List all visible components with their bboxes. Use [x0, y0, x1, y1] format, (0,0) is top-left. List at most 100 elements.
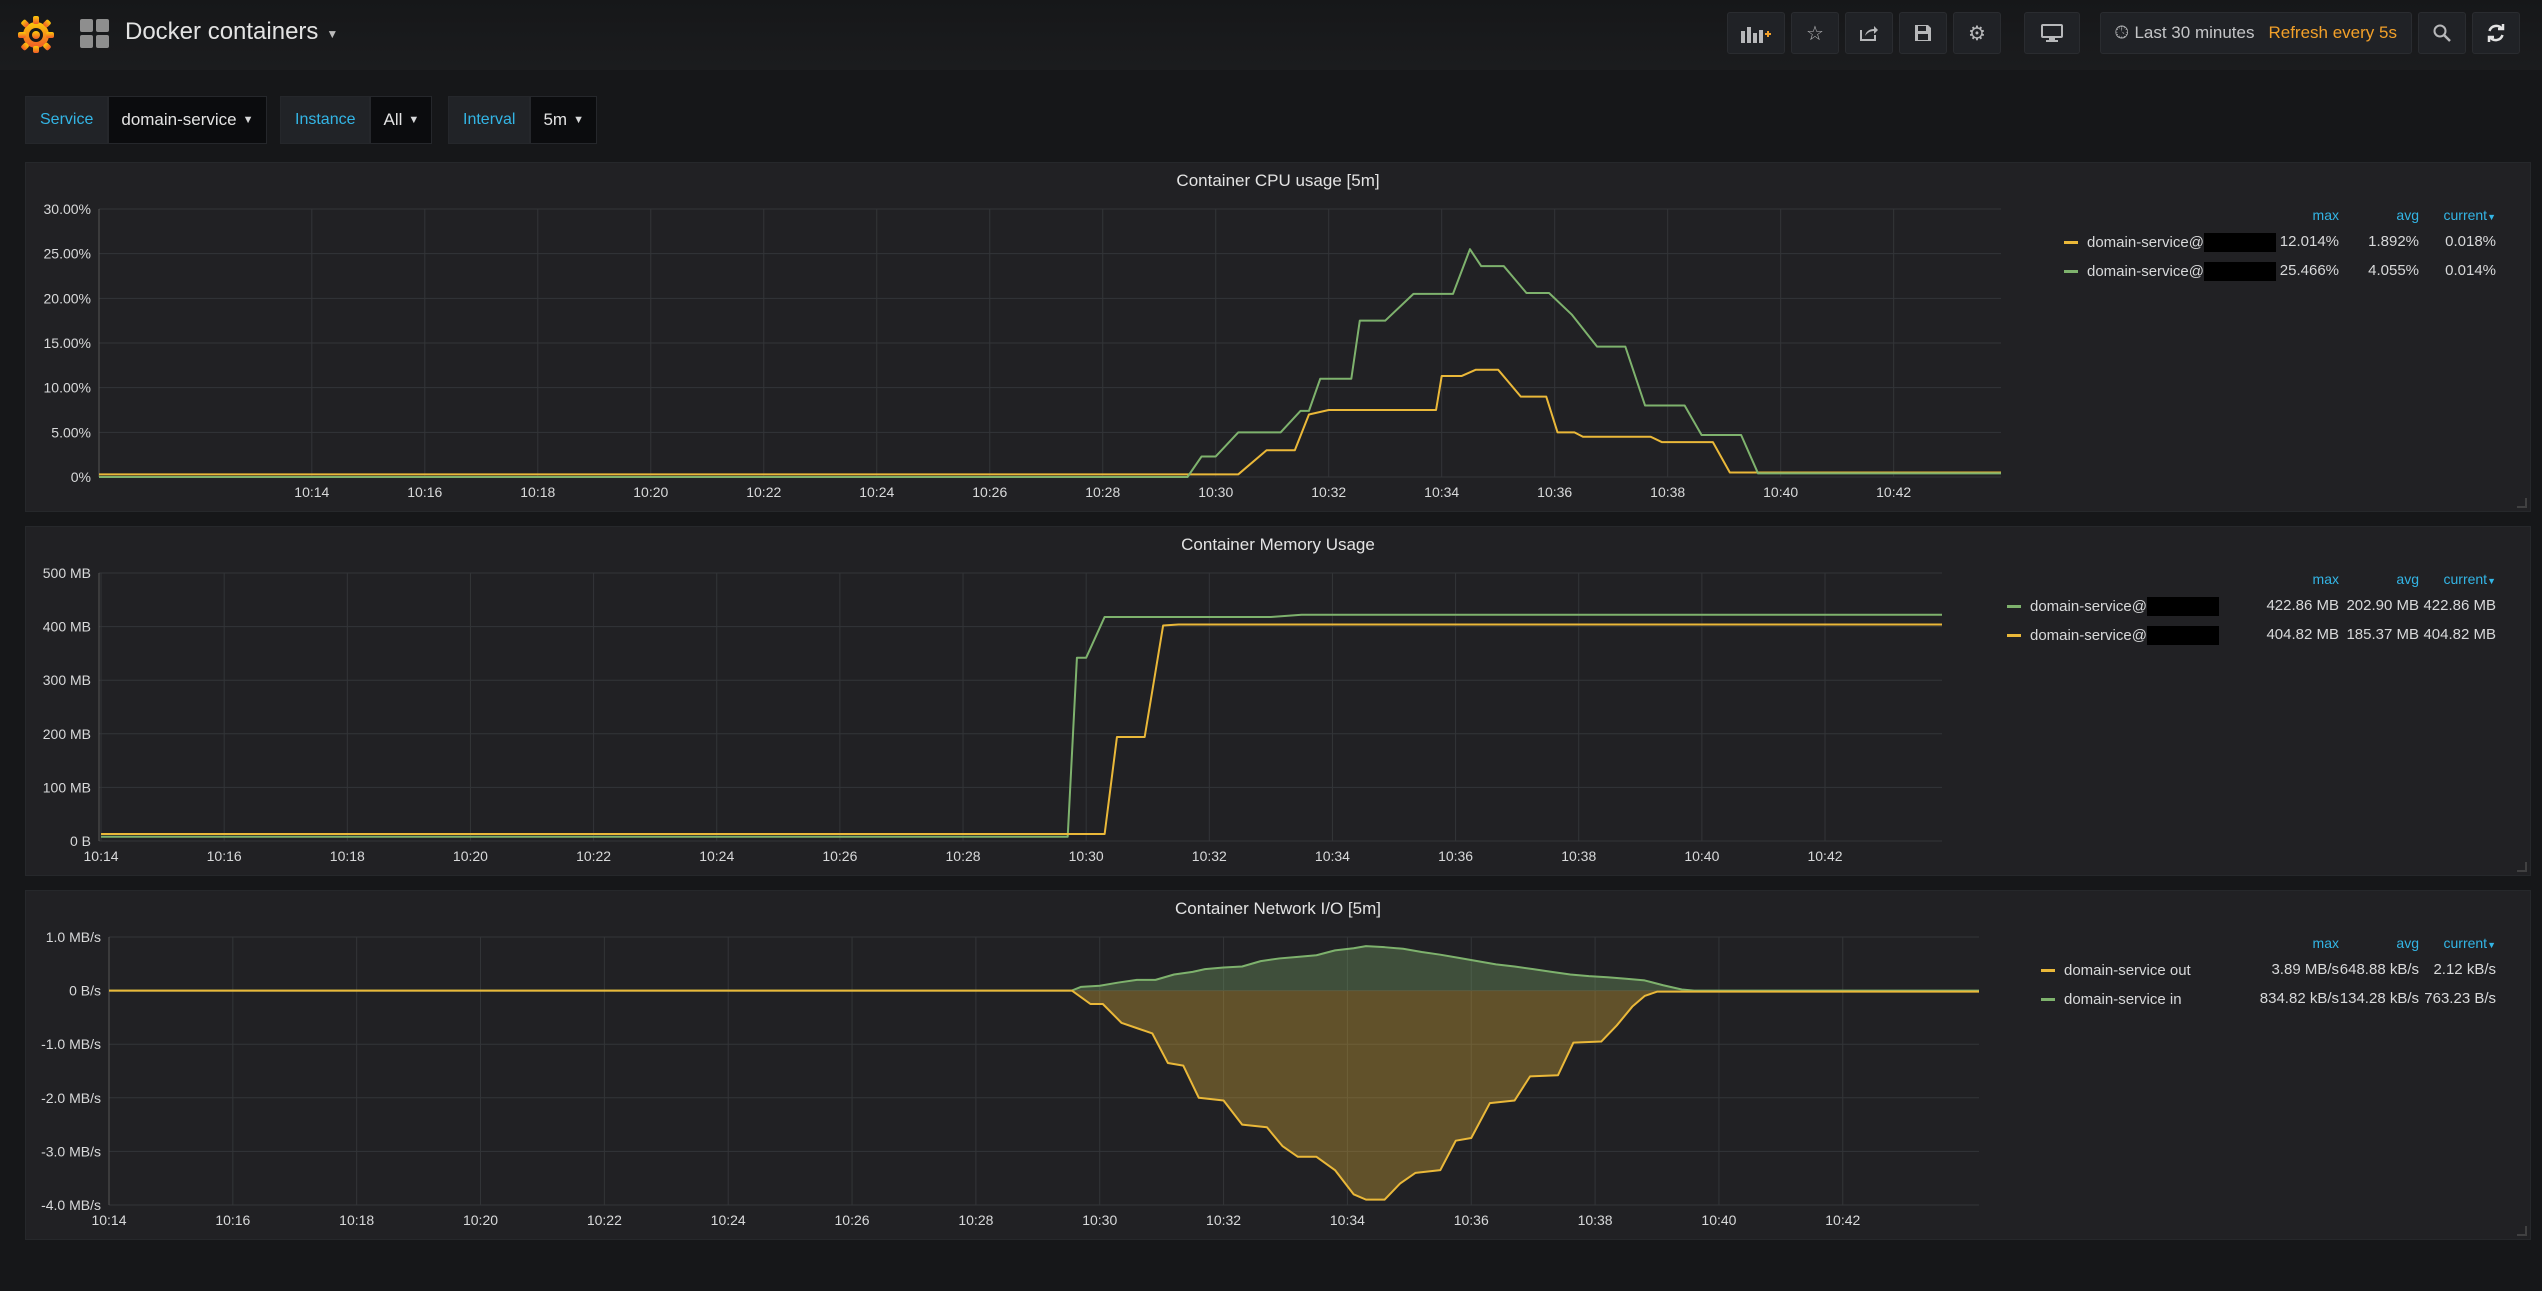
legend-value-max: 422.86 MB	[2266, 597, 2339, 614]
network-io-chart: -4.0 MB/s -3.0 MB/s -2.0 MB/s -1.0 MB/s 0 B/…	[41, 929, 1979, 1228]
x-tick-label: 10:30	[1069, 848, 1104, 864]
series-line[interactable]	[101, 623, 1942, 836]
x-tick-label: 10:38	[1578, 1212, 1613, 1228]
legend-header-avg[interactable]: avg	[2396, 571, 2419, 587]
x-tick-label: 10:40	[1684, 848, 1719, 864]
save-button[interactable]	[1899, 12, 1947, 54]
legend-value-avg: 4.055%	[2368, 262, 2419, 279]
share-button[interactable]	[1845, 12, 1893, 54]
redacted-block	[2203, 261, 2276, 281]
variable-instance-value: All	[383, 110, 403, 129]
series-line[interactable]	[101, 613, 1942, 838]
x-tick-label: 10:26	[972, 484, 1007, 500]
legend-series-name: domain-service@	[2087, 262, 2204, 280]
y-tick-label: -2.0 MB/s	[41, 1090, 101, 1106]
legend-series-name: domain-service out	[2064, 961, 2191, 979]
legend-item[interactable]: domain-service in	[2041, 986, 2182, 1012]
chart-legend: max avg current▼ domain-service@ 12.014%…	[2026, 207, 2526, 287]
x-tick-label: 10:14	[294, 484, 329, 500]
x-tick-label: 10:42	[1807, 848, 1842, 864]
legend-header-max[interactable]: max	[2312, 935, 2339, 951]
x-tick-label: 10:16	[215, 1212, 250, 1228]
x-tick-label: 10:32	[1206, 1212, 1241, 1228]
x-tick-label: 10:34	[1330, 1212, 1365, 1228]
refresh-button[interactable]	[2472, 12, 2520, 54]
panel-title[interactable]: Container Memory Usage	[1181, 535, 1375, 554]
y-tick-label: 30.00%	[44, 201, 91, 217]
clock-icon: 🕓︎	[2115, 23, 2129, 42]
x-tick-label: 10:30	[1082, 1212, 1117, 1228]
x-tick-label: 10:42	[1876, 484, 1911, 500]
legend-header-current[interactable]: current▼	[2444, 207, 2497, 223]
redacted-block	[2203, 232, 2276, 252]
panel-title[interactable]: Container Network I/O [5m]	[1175, 899, 1381, 918]
star-button[interactable]: ☆	[1791, 12, 1839, 54]
x-tick-label: 10:42	[1825, 1212, 1860, 1228]
legend-header-max[interactable]: max	[2312, 571, 2339, 587]
panel-resize-handle[interactable]	[2517, 862, 2527, 872]
y-tick-label: 400 MB	[43, 619, 91, 635]
memory-usage-panel: Container Memory Usage 0 B 100 MB 200 MB 30…	[25, 526, 2531, 876]
variable-instance-label: Instance	[280, 96, 371, 144]
time-range-picker[interactable]: 🕓︎ Last 30 minutes Refresh every 5s	[2100, 12, 2412, 54]
caret-down-icon: ▼	[573, 114, 584, 126]
legend-value-max: 12.014%	[2279, 233, 2339, 250]
variable-interval-select[interactable]: 5m ▼	[530, 96, 597, 144]
x-tick-label: 10:32	[1192, 848, 1227, 864]
legend-item[interactable]: domain-service@	[2064, 229, 2276, 255]
series-line[interactable]	[109, 989, 1979, 1201]
legend-value-avg: 202.90 MB	[2346, 597, 2419, 614]
refresh-icon	[2487, 24, 2505, 42]
x-tick-label: 10:28	[958, 1212, 993, 1228]
legend-item[interactable]: domain-service@	[2007, 622, 2219, 648]
zoom-out-button[interactable]	[2418, 12, 2466, 54]
variable-service-select[interactable]: domain-service ▼	[108, 96, 267, 144]
legend-value-current: 2.12 kB/s	[2433, 961, 2496, 978]
x-tick-label: 10:40	[1763, 484, 1798, 500]
caret-down-icon: ▼	[408, 114, 420, 126]
legend-value-current: 763.23 B/s	[2424, 990, 2496, 1007]
series-line[interactable]	[99, 248, 2001, 478]
x-tick-label: 10:34	[1424, 484, 1459, 500]
variable-instance: Instance All ▼	[280, 96, 433, 144]
x-tick-label: 10:36	[1438, 848, 1473, 864]
series-line[interactable]	[99, 368, 2001, 476]
series-line[interactable]	[109, 945, 1979, 992]
legend-item[interactable]: domain-service@	[2064, 258, 2276, 284]
y-tick-label: -1.0 MB/s	[41, 1036, 101, 1052]
y-tick-label: 15.00%	[44, 335, 91, 351]
settings-button[interactable]: ⚙	[1953, 12, 2001, 54]
legend-header-avg[interactable]: avg	[2396, 207, 2419, 223]
y-tick-label: 1.0 MB/s	[46, 929, 101, 945]
monitor-icon	[2041, 24, 2063, 42]
panel-resize-handle[interactable]	[2517, 498, 2527, 508]
view-mode-button[interactable]	[2024, 12, 2080, 54]
panel-title[interactable]: Container CPU usage [5m]	[1176, 171, 1380, 190]
x-tick-label: 10:24	[699, 848, 734, 864]
panel-resize-handle[interactable]	[2517, 1226, 2527, 1236]
legend-header-current-label: current	[2443, 207, 2488, 223]
legend-value-current: 422.86 MB	[2423, 597, 2496, 614]
legend-header-avg[interactable]: avg	[2396, 935, 2419, 951]
legend-item[interactable]: domain-service out	[2041, 957, 2191, 983]
grafana-logo-icon[interactable]	[16, 14, 56, 54]
legend-item[interactable]: domain-service@	[2007, 593, 2219, 619]
network-io-panel: Container Network I/O [5m] -4.0 MB/s -3.0…	[25, 890, 2531, 1240]
dashboard-title-dropdown[interactable]: Docker containers ▼	[125, 18, 338, 46]
variable-instance-select[interactable]: All ▼	[370, 96, 433, 144]
x-tick-label: 10:18	[330, 848, 365, 864]
variable-service-value: domain-service	[121, 110, 237, 129]
legend-header-current[interactable]: current▼	[2444, 935, 2497, 951]
legend-header-max[interactable]: max	[2312, 207, 2339, 223]
dashboards-grid-icon[interactable]	[80, 19, 110, 49]
y-tick-label: -4.0 MB/s	[41, 1197, 101, 1213]
legend-header-current[interactable]: current▼	[2444, 571, 2497, 587]
x-tick-label: 10:38	[1561, 848, 1596, 864]
legend-value-current: 0.014%	[2445, 262, 2496, 279]
save-icon	[1915, 25, 1931, 41]
legend-swatch	[2041, 968, 2055, 972]
variable-service-label: Service	[25, 96, 109, 144]
cpu-usage-panel: Container CPU usage [5m] 0% 5.00% 10.00% 15…	[25, 162, 2531, 512]
add-panel-button[interactable]	[1727, 12, 1785, 54]
legend-series-name: domain-service@	[2030, 626, 2147, 644]
